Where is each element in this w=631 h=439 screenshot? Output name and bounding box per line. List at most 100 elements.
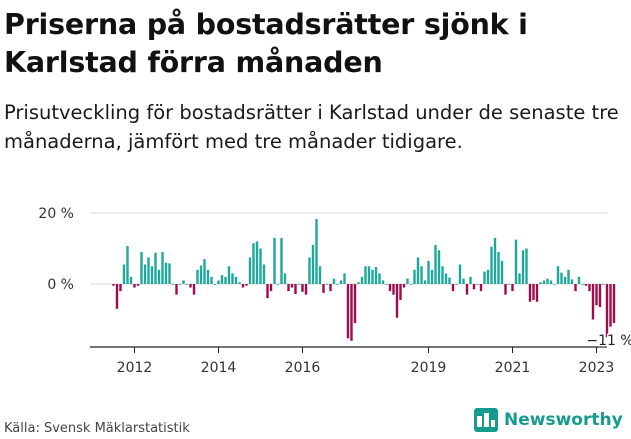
bar [395, 284, 399, 318]
bar [409, 284, 413, 285]
bar [567, 269, 570, 284]
bar [276, 284, 280, 285]
bar [518, 273, 521, 284]
bar [490, 246, 493, 284]
bar [133, 284, 136, 288]
gridlines [90, 212, 607, 285]
bar [196, 269, 199, 284]
bar [577, 276, 581, 284]
bar [595, 284, 598, 306]
bar [462, 278, 465, 284]
bar [157, 269, 161, 284]
bar [287, 284, 290, 292]
bar [486, 269, 490, 284]
bar [192, 284, 196, 295]
bar [178, 284, 182, 285]
bar [336, 284, 339, 285]
bar [273, 237, 276, 284]
bar [325, 284, 329, 285]
bar [269, 284, 273, 292]
bar [371, 269, 374, 284]
bar [252, 243, 255, 284]
bar [283, 273, 287, 284]
bar [416, 257, 420, 285]
bar [136, 284, 140, 286]
bar [378, 273, 381, 284]
bar [185, 284, 189, 285]
bar [206, 269, 210, 284]
axes [90, 346, 607, 353]
bar [224, 276, 227, 284]
bar [406, 278, 409, 284]
bar [423, 280, 427, 284]
bar [532, 284, 535, 300]
bar [388, 284, 392, 292]
x-tick-label: 2012 [117, 360, 153, 376]
axis-labels: 20 % 0 % 2012 2014 2016 2019 2021 2023 −11 % [38, 206, 631, 376]
bar [539, 282, 542, 284]
bar [581, 284, 584, 285]
bar [182, 280, 185, 284]
bar [483, 271, 486, 284]
bar [479, 284, 483, 292]
bar [493, 237, 497, 284]
bar [497, 252, 500, 284]
bar-chart: 20 % 0 % 2012 2014 2016 2019 2021 2023 −11 % [38, 206, 631, 376]
bar [427, 260, 430, 284]
bar [143, 264, 147, 284]
bar [605, 284, 609, 338]
bar [367, 266, 371, 284]
bar [553, 284, 556, 285]
bar [570, 279, 574, 285]
bar [147, 257, 150, 285]
bar [609, 284, 612, 327]
logo-text: Newsworthy [504, 410, 623, 430]
x-tick-label: 2023 [579, 360, 615, 376]
bar [210, 276, 213, 284]
bar [451, 284, 455, 292]
bar [308, 257, 311, 285]
bar [126, 246, 129, 284]
bar [294, 284, 297, 294]
bar [280, 237, 283, 284]
y-tick-label: 0 % [47, 277, 74, 293]
x-tick-label: 2021 [495, 360, 531, 376]
bar [238, 282, 241, 284]
bar [150, 266, 154, 284]
bar [332, 278, 336, 284]
bar [262, 264, 266, 284]
bar [227, 266, 231, 284]
bar [245, 284, 248, 286]
bar [290, 284, 294, 288]
x-tick-label: 2019 [411, 360, 447, 376]
bar [301, 284, 304, 292]
bar [140, 252, 143, 284]
bar [129, 276, 133, 284]
bar [381, 280, 385, 284]
bar-series [112, 219, 616, 341]
bar [374, 266, 378, 284]
bar [350, 284, 353, 341]
logo-icon [474, 408, 498, 432]
bar [507, 284, 511, 285]
bar [455, 284, 458, 285]
bar [304, 284, 308, 295]
bar [448, 277, 451, 284]
bar [248, 257, 252, 285]
bar [154, 252, 157, 284]
source-note: Källa: Svensk Mäklarstatistik [4, 421, 190, 436]
bar [234, 276, 238, 284]
bar [322, 284, 325, 293]
bar [584, 284, 588, 286]
bar [297, 284, 301, 285]
bar [535, 284, 539, 302]
bar [420, 266, 423, 284]
bar [161, 252, 164, 284]
bar [542, 280, 546, 284]
bar [360, 276, 364, 284]
bar [122, 264, 126, 284]
chart-title: Priserna på bostadsrätter sjönk i Karlst… [4, 8, 528, 79]
bar [164, 262, 168, 284]
bar [525, 248, 528, 284]
bar [343, 273, 346, 284]
